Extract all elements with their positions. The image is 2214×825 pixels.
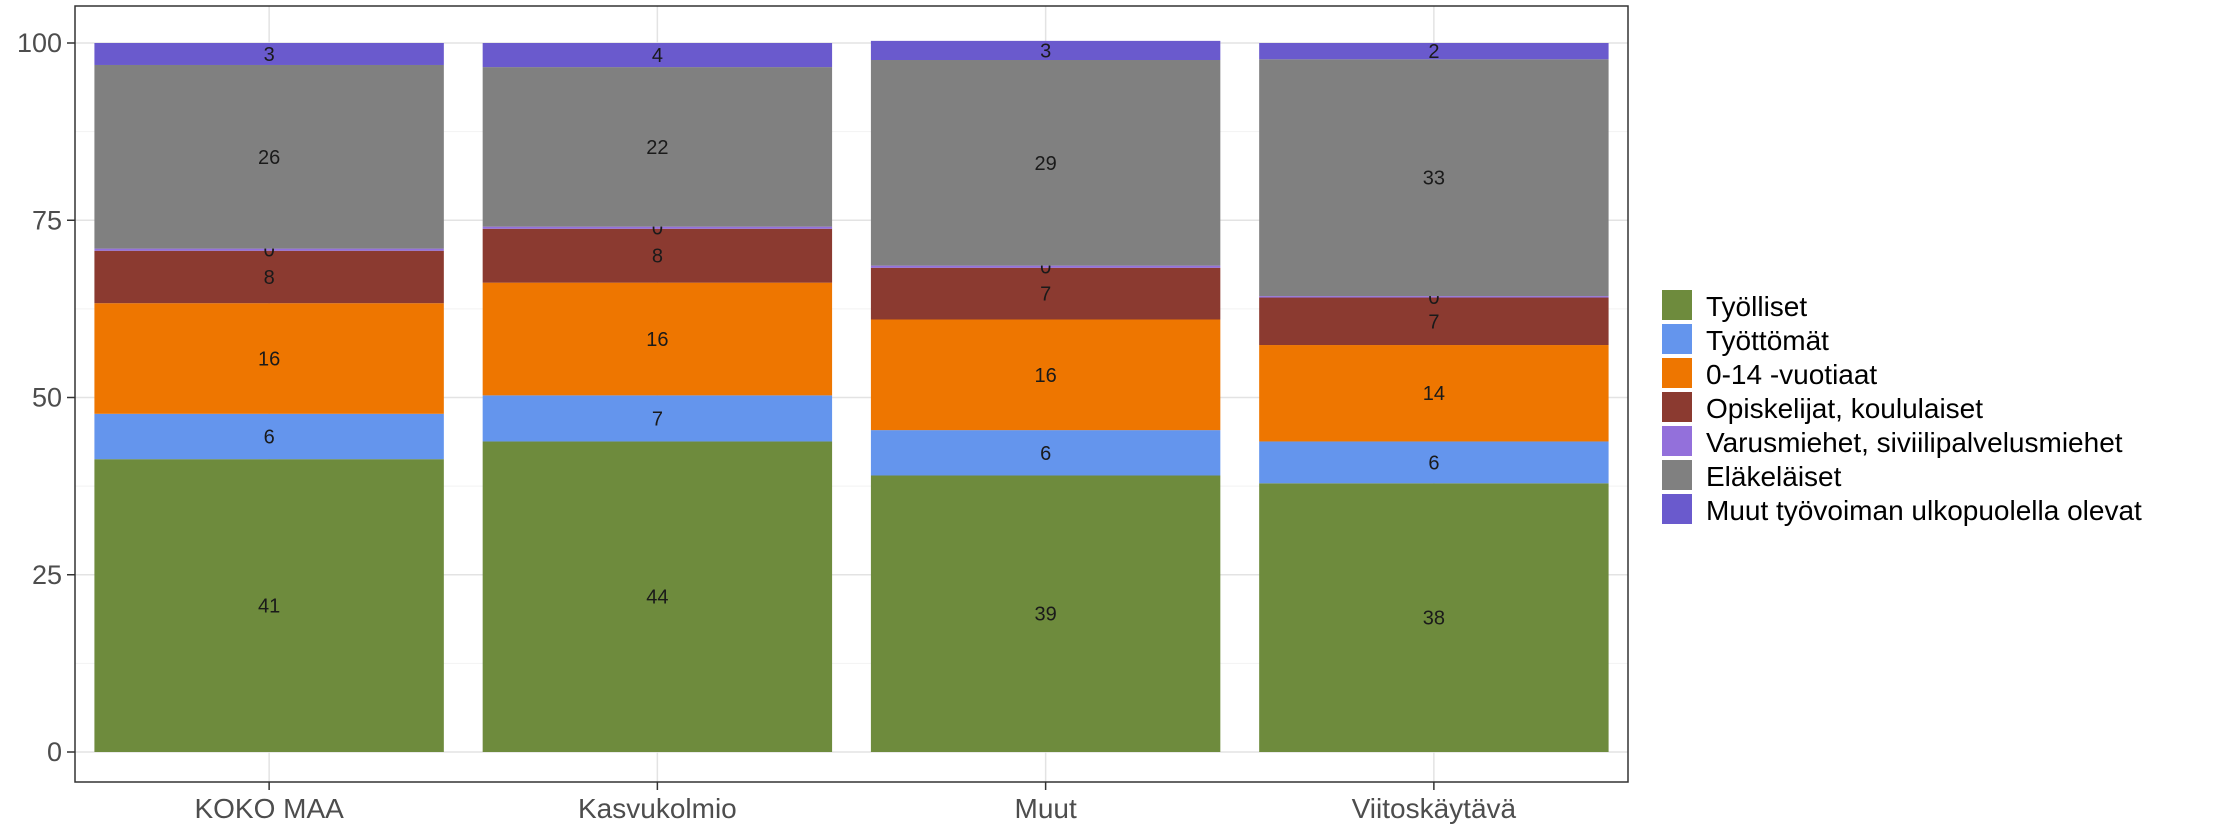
- data-label: 6: [264, 426, 275, 448]
- bar-segment: [482, 282, 833, 396]
- bar-segment: [1259, 345, 1609, 442]
- data-label: 26: [258, 147, 280, 169]
- y-tick-label: 75: [32, 205, 62, 235]
- y-tick-label: 50: [32, 383, 62, 413]
- data-label: 8: [652, 246, 663, 268]
- legend-label: Työlliset: [1706, 291, 1807, 322]
- data-label: 3: [1040, 40, 1051, 62]
- y-tick-label: 25: [32, 560, 62, 590]
- legend-label: Varusmiehet, siviilipalvelusmiehet: [1706, 427, 2123, 458]
- bar-stack-koko-maa: 41 6 16 8 0 26 3: [94, 43, 444, 752]
- legend-item: Eläkeläiset: [1662, 460, 1842, 492]
- data-label: 0: [1428, 287, 1439, 309]
- bar-stack-muut: 39 6 16 7 0 29 3: [870, 40, 1221, 752]
- data-label: 3: [264, 44, 275, 66]
- legend-item: Opiskelijat, koululaiset: [1662, 392, 1983, 424]
- legend-item: 0-14 -vuotiaat: [1662, 358, 1877, 390]
- bar-segment: [482, 43, 833, 68]
- legend-label: Opiskelijat, koululaiset: [1706, 393, 1983, 424]
- data-label: 0: [1040, 257, 1051, 279]
- data-label: 16: [646, 329, 668, 351]
- bar-segment: [870, 40, 1221, 61]
- x-tick-label: Viitoskäytävä: [1352, 793, 1517, 824]
- bar-segment: [870, 430, 1221, 476]
- bar-segment: [94, 413, 444, 460]
- data-label: 2: [1428, 41, 1439, 63]
- legend-key: [1662, 290, 1692, 320]
- data-label: 29: [1035, 153, 1057, 175]
- bar-segment: [94, 303, 444, 414]
- bar-stack-kasvukolmio: 44 7 16 8 0 22 4: [482, 43, 833, 752]
- legend-key: [1662, 494, 1692, 524]
- panel-border: [74, 5, 1629, 783]
- legend-item: Työttömät: [1662, 324, 1829, 356]
- data-label: 33: [1423, 168, 1445, 190]
- bar-segment: [1259, 43, 1609, 60]
- x-tick-label: KOKO MAA: [194, 793, 344, 824]
- legend-label: Työttömät: [1706, 325, 1829, 356]
- legend-item: Varusmiehet, siviilipalvelusmiehet: [1662, 426, 2123, 458]
- bar-segment: [870, 60, 1221, 266]
- bar-segment: [870, 319, 1221, 431]
- bar-segment: [94, 250, 444, 304]
- legend-key: [1662, 426, 1692, 456]
- legend-key: [1662, 392, 1692, 422]
- bar-segment: [482, 67, 833, 227]
- data-label: 7: [652, 408, 663, 430]
- x-tick-label: Muut: [1015, 793, 1077, 824]
- data-label: 0: [652, 218, 663, 240]
- legend-key: [1662, 460, 1692, 490]
- legend-key: [1662, 324, 1692, 354]
- data-label: 39: [1035, 604, 1057, 626]
- bar-segment: [94, 64, 444, 249]
- data-label: 41: [258, 596, 280, 618]
- legend-item: Muut työvoiman ulkopuolella olevat: [1662, 494, 2142, 526]
- bar-segment: [1259, 297, 1609, 346]
- legend-item: Työlliset: [1662, 290, 1807, 322]
- bar-segment: [482, 395, 833, 442]
- data-label: 6: [1040, 443, 1051, 465]
- x-tick-label: Kasvukolmio: [578, 793, 737, 824]
- data-label: 8: [264, 267, 275, 289]
- y-tick-label: 0: [47, 737, 62, 767]
- data-label: 4: [652, 45, 663, 67]
- data-label: 7: [1040, 284, 1051, 306]
- bar-segment: [482, 228, 833, 283]
- data-label: 6: [1428, 452, 1439, 474]
- legend-label: Eläkeläiset: [1706, 461, 1842, 492]
- data-label: 7: [1428, 311, 1439, 333]
- bar-stack-viitoskäytävä: 38 6 14 70 33 2: [1259, 41, 1609, 752]
- bar-segment: [870, 267, 1221, 320]
- bar-segment: [1259, 483, 1609, 752]
- data-label: 22: [646, 137, 668, 159]
- data-label: 16: [258, 349, 280, 371]
- data-label: 16: [1035, 365, 1057, 387]
- data-label: 14: [1423, 383, 1445, 405]
- bar-segment: [482, 441, 833, 752]
- bar-segment: [94, 248, 444, 251]
- bar-segment: [1259, 296, 1609, 298]
- bar-segment: [870, 475, 1221, 752]
- legend-key: [1662, 358, 1692, 388]
- y-tick-label: 100: [17, 28, 62, 58]
- bar-segment: [482, 226, 833, 229]
- bar-segment: [94, 43, 444, 65]
- data-label: 0: [264, 240, 275, 262]
- data-label: 38: [1423, 608, 1445, 630]
- legend-label: Muut työvoiman ulkopuolella olevat: [1706, 495, 2142, 526]
- data-label: 44: [646, 587, 668, 609]
- bar-segment: [1259, 441, 1609, 484]
- bar-segment: [1259, 59, 1609, 297]
- bar-segment: [870, 265, 1221, 268]
- bar-segment: [94, 459, 444, 752]
- legend-label: 0-14 -vuotiaat: [1706, 359, 1877, 390]
